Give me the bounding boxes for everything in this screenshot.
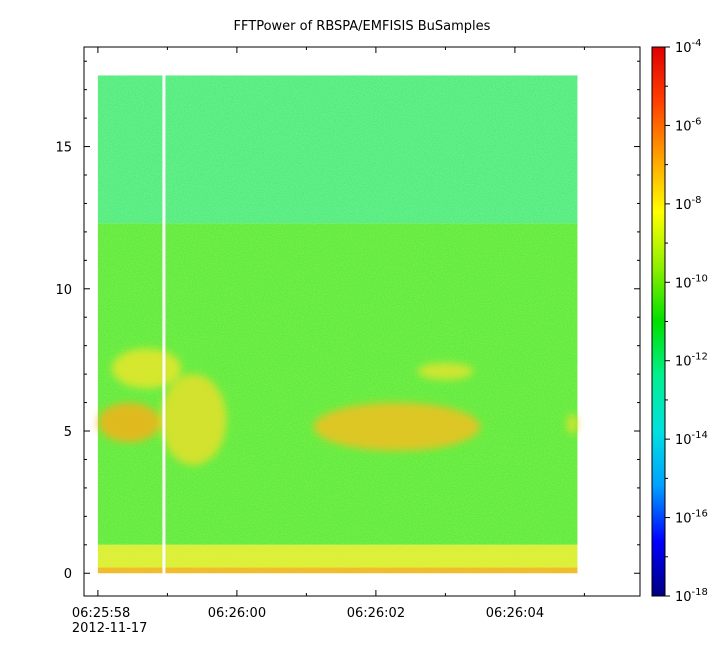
heatmap-feature-4 <box>417 362 474 380</box>
y-tick-label: 5 <box>64 425 72 440</box>
heatmap-feature-3 <box>313 402 481 451</box>
heatmap-image <box>97 75 578 574</box>
x-tick-date-label: 2012-11-17 <box>72 621 148 636</box>
heatmap-band-3 <box>97 567 578 574</box>
colorbar-tick-label: 10-10 <box>675 273 708 291</box>
colorbar-gradient <box>651 46 666 597</box>
x-tick-label: 06:25:58 <box>72 606 130 621</box>
colorbar-tick-label: 10-6 <box>675 116 702 134</box>
data-gap-line <box>162 75 166 574</box>
heatmap-feature-5 <box>567 413 578 434</box>
chart-title: FFTPower of RBSPA/EMFISIS BuSamples <box>234 19 491 34</box>
colorbar-tick-label: 10-12 <box>675 352 708 370</box>
x-tick-label: 06:26:02 <box>347 606 405 621</box>
colorbar: 10-18 10-16 10-14 10-12 10-10 10-8 10-6 10-4 <box>651 38 708 605</box>
y-tick-label: 10 <box>55 283 72 298</box>
heatmap-feature-1 <box>111 348 182 389</box>
colorbar-tick-label: 10-4 <box>675 38 702 56</box>
x-tick-label: 06:26:00 <box>208 606 266 621</box>
heatmap-band-0 <box>97 75 578 224</box>
colorbar-tick-label: 10-18 <box>675 587 708 605</box>
y-tick-label: 0 <box>64 567 72 582</box>
heatmap-feature-2 <box>160 374 227 466</box>
heatmap-features <box>97 348 578 466</box>
colorbar-ticks: 10-18 10-16 10-14 10-12 10-10 10-8 10-6 10-4 <box>665 38 708 605</box>
y-axis: 0 5 10 15 <box>55 60 640 582</box>
colorbar-tick-label: 10-8 <box>675 195 702 213</box>
heatmap-band-1 <box>97 223 578 545</box>
colorbar-tick-label: 10-16 <box>675 509 708 527</box>
colorbar-tick-label: 10-14 <box>675 430 708 448</box>
y-tick-label: 15 <box>55 141 72 156</box>
x-tick-label: 06:26:04 <box>486 606 544 621</box>
heatmap-feature-0 <box>97 402 161 443</box>
heatmap-band-2 <box>97 544 578 568</box>
